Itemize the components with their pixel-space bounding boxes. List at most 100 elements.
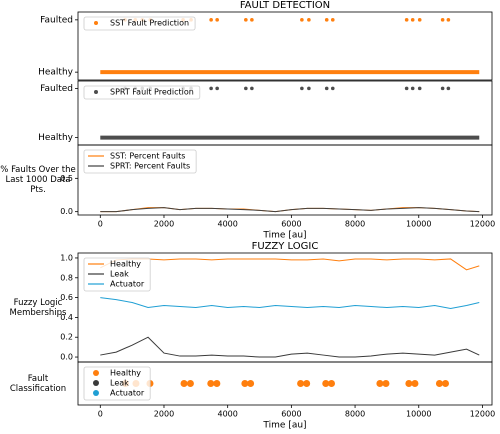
x-tick-label: 8000 [345, 220, 365, 229]
x-tick-label: 2000 [154, 220, 174, 229]
series-line [100, 207, 480, 213]
point [180, 380, 188, 387]
point [186, 380, 194, 387]
series-line [100, 336, 480, 358]
point [442, 380, 450, 387]
fault-point [417, 18, 422, 22]
y-tick-label: 0.6 [60, 293, 73, 302]
y-axis-label: % Faults Over the Last 1000 Data Pts. [0, 165, 76, 195]
fault-point [324, 86, 329, 91]
y-tick-label: 0.2 [60, 333, 73, 342]
legend-label: Leak [110, 379, 129, 388]
y-tick-label: Healthy [38, 68, 74, 78]
x-tick-label: 4000 [217, 410, 237, 419]
series-line [100, 297, 480, 309]
y-axis-label: Fault Classification [9, 373, 67, 394]
fault-point [244, 86, 248, 91]
fault-point [440, 86, 445, 91]
fault-point [209, 18, 213, 22]
legend-box [83, 366, 151, 401]
legend-box [83, 257, 151, 292]
fault-point [307, 18, 311, 22]
plot-frame [77, 144, 493, 216]
fault-point [215, 18, 219, 22]
fault-point [330, 18, 335, 22]
x-tick-label: 4000 [217, 220, 237, 229]
legend-marker [93, 370, 99, 376]
legend-marker [93, 380, 99, 386]
y-tick-label: Healthy [38, 133, 74, 143]
legend-box [83, 16, 196, 31]
x-tick-label: 6000 [281, 410, 301, 419]
legend-box [83, 85, 201, 100]
x-tick-label: 0 [98, 410, 103, 419]
fault-point [307, 86, 311, 91]
fault-point [440, 18, 445, 22]
fault-point [404, 86, 409, 91]
x-tick-label: 2000 [154, 410, 174, 419]
fault-point [244, 18, 248, 22]
fault-point [410, 18, 415, 22]
series-line [100, 258, 480, 271]
fault-point [417, 86, 422, 91]
legend-marker [93, 390, 99, 396]
fault-point [250, 86, 254, 91]
y-tick-label: Faulted [40, 15, 73, 25]
point [297, 380, 305, 387]
legend-label: Healthy [110, 369, 141, 378]
chart-title: FAULT DETECTION [240, 0, 330, 11]
fault-point [215, 86, 219, 91]
y-tick-label: 1.0 [60, 253, 73, 262]
legend-label: Leak [110, 270, 129, 279]
point [435, 380, 443, 387]
legend-label: SST Fault Prediction [110, 19, 189, 28]
x-tick-label: 0 [98, 220, 103, 229]
legend-label: SPRT Fault Prediction [110, 88, 194, 97]
fault-point [209, 86, 213, 91]
fault-point [330, 86, 335, 91]
point [303, 380, 311, 387]
fault-point [250, 18, 254, 22]
y-axis-label: Fuzzy Logic Memberships [9, 297, 67, 318]
legend-box [83, 149, 197, 174]
x-tick-label: 8000 [345, 410, 365, 419]
plot-frame [77, 361, 493, 406]
legend-label: Healthy [110, 260, 141, 269]
point [213, 380, 221, 387]
fault-point [300, 18, 304, 22]
x-tick-label: 12000 [470, 220, 495, 229]
point [405, 380, 413, 387]
y-tick-label: 0.5 [60, 174, 73, 183]
chart-title: FUZZY LOGIC [252, 241, 319, 252]
y-tick-label: 0.4 [60, 313, 73, 322]
fault-point [410, 86, 415, 91]
point [376, 380, 384, 387]
legend-marker [94, 21, 98, 25]
fault-point [300, 86, 304, 91]
y-tick-label: 0.8 [60, 273, 73, 282]
fault-point [446, 86, 451, 91]
legend-label: SST: Percent Faults [110, 152, 185, 161]
y-tick-label: 0.0 [60, 353, 73, 362]
point [382, 380, 390, 387]
fault-point [324, 18, 329, 22]
point [241, 380, 249, 387]
legend-label: SPRT: Percent Faults [110, 162, 190, 171]
x-tick-label: 10000 [406, 220, 431, 229]
x-tick-label: 12000 [470, 410, 495, 419]
x-tick-label: 6000 [281, 220, 301, 229]
y-tick-label: Faulted [40, 84, 73, 94]
fault-point [446, 18, 451, 22]
plot-frame [77, 11, 493, 81]
x-axis-label: Time [au] [262, 421, 306, 431]
y-tick-label: 0.0 [60, 207, 73, 216]
legend-label: Actuator [110, 280, 145, 289]
point [322, 380, 330, 387]
fault-point [404, 18, 409, 22]
legend-marker [94, 90, 98, 94]
x-axis-label: Time [au] [262, 231, 306, 241]
point [247, 380, 255, 387]
point [327, 380, 335, 387]
